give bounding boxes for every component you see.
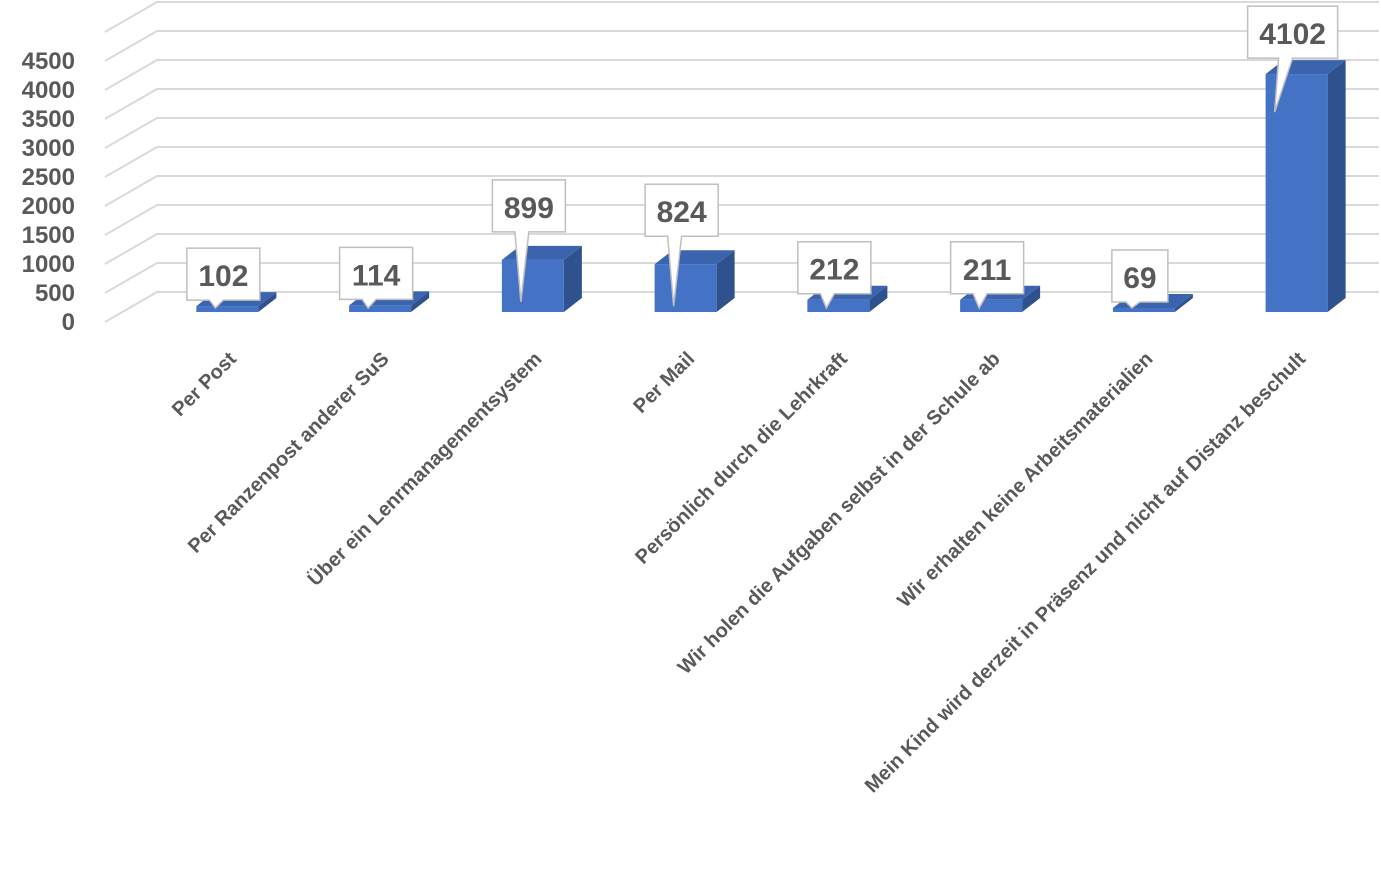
bar-side-face — [869, 285, 888, 312]
bar-front-face — [807, 299, 870, 312]
bar-side-face — [716, 250, 735, 312]
bar-front-face — [196, 306, 259, 312]
y-tick-label: 2500 — [22, 164, 75, 191]
data-label: 4102 — [1259, 18, 1326, 51]
callout-box — [1246, 5, 1339, 113]
bar-front-face — [349, 305, 412, 312]
data-label-callout: 824 — [644, 183, 719, 307]
gridline — [104, 262, 1379, 294]
bar-front-face — [1265, 74, 1328, 312]
callout-box — [949, 241, 1025, 310]
data-label-callout: 899 — [491, 179, 567, 302]
callout-box — [797, 240, 872, 310]
callout-box — [338, 246, 414, 310]
bar-front-face — [501, 259, 564, 312]
gridline — [104, 146, 1379, 178]
y-tick-label: 4000 — [22, 77, 75, 104]
y-tick-label: 1000 — [22, 251, 75, 278]
data-labels: 102 114 899 824 212 211 69 4102 — [186, 5, 1339, 310]
bar-front-face — [960, 299, 1023, 312]
callout-box — [186, 247, 261, 310]
gridline — [104, 233, 1379, 265]
bar-side-face — [563, 245, 582, 312]
y-tick-label: 3000 — [22, 135, 75, 162]
bar-side-face — [1327, 60, 1346, 312]
callout-box — [491, 179, 567, 302]
data-label: 899 — [504, 192, 554, 225]
x-tick-label: Wir holen die Aufgaben selbst in der Sch… — [674, 348, 1005, 679]
gridline — [104, 88, 1379, 120]
data-label-callout: 211 — [949, 241, 1025, 310]
callout-box — [644, 183, 719, 307]
bar-front-face — [654, 264, 717, 312]
bar — [501, 245, 582, 312]
data-label-callout: 212 — [797, 240, 872, 310]
data-label-callout: 4102 — [1246, 5, 1339, 113]
bar-side-face — [1022, 285, 1041, 312]
y-tick-label: 3500 — [22, 106, 75, 133]
data-label: 69 — [1123, 262, 1156, 295]
x-tick-label: Per Post — [168, 348, 241, 421]
data-label: 211 — [963, 254, 1011, 287]
gridline — [104, 117, 1379, 149]
gridline — [104, 30, 1379, 62]
bar-side-face — [411, 291, 430, 312]
gridline — [104, 175, 1379, 207]
x-tick-label: Über ein Lenrmanagementsystem — [303, 347, 546, 590]
data-label-callout: 102 — [186, 247, 261, 310]
bar-side-face — [258, 292, 277, 312]
gridline — [104, 204, 1379, 236]
y-tick-label: 0 — [62, 309, 75, 336]
gridline — [104, 59, 1379, 91]
bar-side-face — [1174, 293, 1193, 312]
data-label-callout: 69 — [1111, 249, 1169, 309]
data-label-callout: 114 — [338, 246, 414, 310]
callout-box — [1111, 249, 1169, 309]
data-label: 102 — [198, 260, 248, 293]
y-tick-label: 500 — [35, 280, 75, 307]
bar — [654, 250, 735, 312]
y-tick-label: 4500 — [22, 48, 75, 75]
y-tick-label: 2000 — [22, 193, 75, 220]
gridline — [104, 1, 1379, 33]
x-tick-label: Wir erhalten keine Arbeitsmaterialien — [893, 348, 1157, 612]
data-label: 824 — [657, 196, 707, 229]
data-label: 114 — [352, 259, 401, 292]
x-tick-label: Per Mail — [629, 348, 699, 418]
y-tick-label: 1500 — [22, 222, 75, 249]
bar-front-face — [1112, 307, 1175, 312]
data-label: 212 — [809, 254, 859, 287]
gridlines — [104, 1, 1379, 323]
